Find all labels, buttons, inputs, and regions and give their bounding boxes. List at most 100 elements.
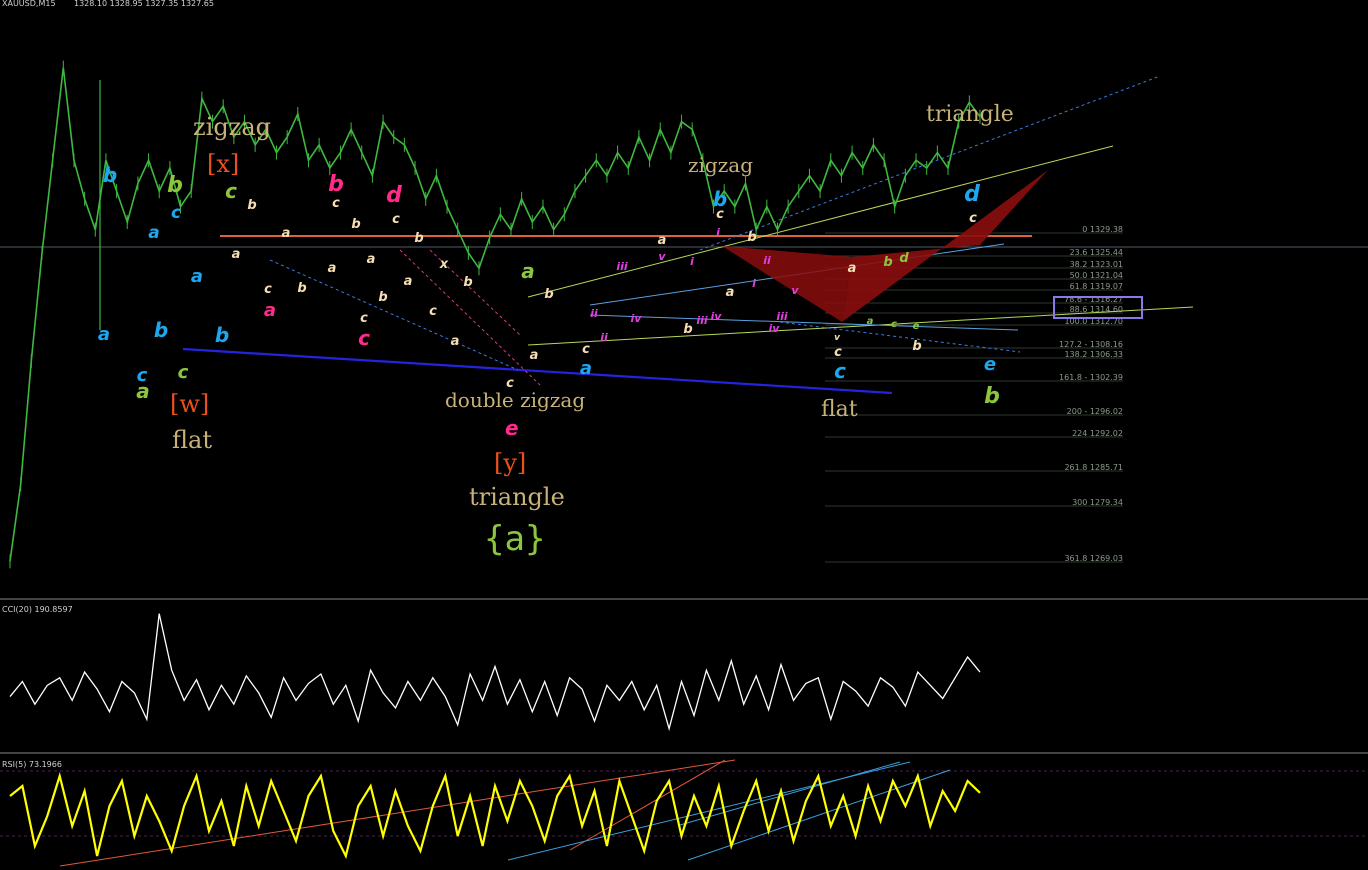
annotation-triangle-2: triangle [926, 102, 1014, 127]
wave-label: c [178, 362, 189, 383]
wave-label: c [582, 342, 590, 357]
wave-label: b [215, 323, 229, 347]
annotation-e: e [505, 416, 519, 440]
wave-label: c [716, 207, 724, 222]
dashed-line-magenta-2[interactable] [429, 249, 521, 336]
wave-label: i [690, 255, 694, 268]
annotation-curly-a: {a} [484, 519, 545, 559]
rsi-title: RSI(5) 73.1966 [2, 760, 62, 769]
annotation-zigzag-2: zigzag [688, 153, 753, 177]
wave-label: v [834, 333, 841, 343]
fib-level-label: 23.6 1325.44 [1070, 248, 1123, 257]
wave-label: b [984, 384, 1000, 409]
wave-label: a [451, 334, 460, 349]
wave-label: a [191, 266, 203, 287]
blue-channel-lower[interactable] [589, 314, 1019, 331]
triangle-lower-line[interactable] [527, 306, 1194, 346]
wave-label: b [328, 172, 344, 197]
wave-label: b [414, 231, 423, 246]
fib-level-label: 78.6 - 1316.27 [1064, 295, 1123, 304]
annotation-w: [w] [170, 390, 209, 418]
wave-label: a [367, 252, 376, 267]
wave-label: v [791, 284, 799, 297]
wave-label: iii [616, 260, 628, 273]
wave-label: a [658, 233, 667, 248]
fib-level-label: 88.6 1314.60 [1070, 305, 1123, 314]
wave-label: a [232, 247, 241, 262]
wave-label: b [247, 198, 256, 213]
lower-support-line[interactable] [182, 347, 893, 395]
wave-label: a [726, 285, 735, 300]
wave-label: a [282, 226, 291, 241]
dashed-channel-upper[interactable] [699, 75, 1161, 251]
trend-lines [182, 75, 1194, 395]
wave-label: a [404, 274, 413, 289]
price-series [9, 67, 981, 562]
ohlc-readout: 1328.10 1328.95 1327.35 1327.65 [74, 0, 214, 8]
fib-level-label: 38.2 1323.01 [1070, 260, 1123, 269]
wave-label: ii [590, 307, 598, 320]
wave-label: ii [763, 254, 771, 267]
rsi-line [9, 771, 981, 860]
wave-label: e [984, 354, 996, 375]
wave-label: b [378, 290, 387, 305]
wave-label: b [747, 230, 756, 245]
wave-label: d [964, 182, 980, 207]
dashed-line-magenta[interactable] [399, 249, 541, 386]
wave-label: a [98, 324, 110, 345]
wave-label: a [530, 348, 539, 363]
annotation-zigzag-1: zigzag [193, 113, 271, 141]
selection-box[interactable] [1053, 296, 1143, 319]
wave-label: c [969, 211, 977, 226]
rsi-indicator [9, 771, 981, 860]
rsi-blue-trend-3[interactable] [679, 761, 901, 826]
wave-label: x [439, 257, 449, 272]
wave-label: b [351, 217, 360, 232]
fib-level-label: 261.8 1285.71 [1064, 463, 1123, 472]
wave-label: v [658, 250, 666, 263]
wave-label: a [867, 316, 874, 327]
dashed-channel-lower[interactable] [779, 321, 1021, 353]
wave-label: c [834, 345, 842, 360]
wave-label: b [683, 322, 692, 337]
wave-label: ii [600, 331, 608, 344]
wave-label: c [891, 319, 897, 330]
wave-label: c [360, 311, 368, 326]
fib-level-label: 224 1292.02 [1072, 429, 1123, 438]
wave-label: e [913, 321, 920, 332]
wave-label: c [506, 376, 514, 391]
wave-label: b [297, 281, 306, 296]
rsi-red-trend-2[interactable] [569, 759, 726, 851]
wave-label: iv [769, 322, 781, 335]
wave-label: a [848, 261, 857, 276]
wave-label: b [154, 318, 168, 342]
triangle-upper-line[interactable] [527, 145, 1114, 298]
wave-label: a [580, 358, 592, 379]
wave-label: b [912, 339, 921, 354]
wave-label: d [386, 183, 402, 208]
wave-label: b [544, 287, 553, 302]
annotation-y: [y] [494, 449, 526, 477]
wave-label: b [103, 163, 117, 187]
wave-label: i [716, 226, 720, 239]
wave-label: c [137, 365, 148, 386]
harmonic-pattern[interactable] [722, 170, 1048, 322]
fib-level-label: 200 - 1296.02 [1067, 407, 1123, 416]
wave-label: c [429, 304, 437, 319]
price-candles [9, 60, 981, 569]
wave-label: b [883, 255, 892, 270]
cci-indicator [9, 613, 981, 732]
wave-label: iii [696, 314, 708, 327]
wave-label: a [136, 379, 150, 403]
annotation-x: [x] [207, 150, 239, 178]
fib-level-label: 361.8 1269.03 [1064, 554, 1123, 563]
wave-label: c [358, 326, 370, 350]
fib-level-label: 300 1279.34 [1072, 498, 1123, 507]
cci-line [9, 613, 981, 732]
wave-label: b [463, 275, 472, 290]
wave-label: b [167, 173, 183, 198]
annotation-flat-1: flat [172, 426, 212, 454]
wave-label: a [521, 259, 535, 283]
wave-annotations: zigzag [x] [w] flat double zigzag e [y] … [170, 102, 1014, 559]
